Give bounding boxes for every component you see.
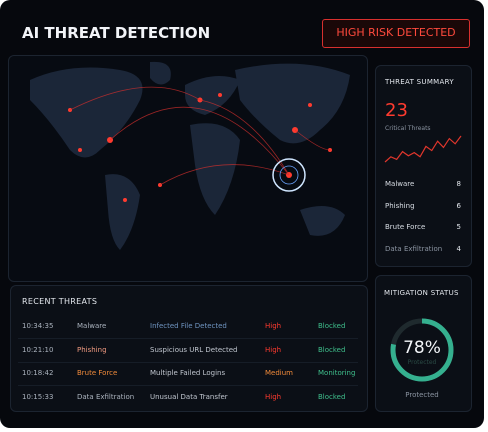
mitigation-caption: Protected xyxy=(405,391,439,399)
type: Data Exfiltration xyxy=(77,392,135,401)
threat-type: Brute Force xyxy=(385,223,426,231)
description: Infected File Detected xyxy=(150,322,227,330)
status: Blocked xyxy=(318,345,346,354)
summary-title: THREAT SUMMARY xyxy=(385,78,454,86)
severity: High xyxy=(265,392,282,401)
threat-count: 6 xyxy=(456,201,461,210)
type: Malware xyxy=(77,322,107,330)
threat-type: Phishing xyxy=(385,201,415,210)
severity: Medium xyxy=(265,369,293,377)
mitigation-sub-label: Protected xyxy=(407,359,437,366)
threat-count: 8 xyxy=(456,180,461,188)
summary-count: 23 xyxy=(385,100,408,121)
time: 10:21:10 xyxy=(22,345,54,354)
severity: High xyxy=(265,322,282,330)
recent-title: RECENT THREATS xyxy=(22,297,98,306)
threat-type: Data Exfiltration xyxy=(385,244,443,253)
severity: High xyxy=(265,345,282,354)
summary-panel xyxy=(375,65,472,267)
description: Multiple Failed Logins xyxy=(150,369,226,377)
status: Blocked xyxy=(318,392,346,401)
target-ring xyxy=(279,165,299,185)
description: Unusual Data Transfer xyxy=(150,392,228,401)
ring-progress xyxy=(390,318,454,382)
summary-count-label: Critical Threats xyxy=(385,125,431,132)
time: 10:15:33 xyxy=(22,392,54,401)
threat-count: 4 xyxy=(456,244,461,253)
alert-text: HIGH RISK DETECTED xyxy=(336,26,456,39)
alert-box[interactable] xyxy=(322,19,470,48)
description: Suspicious URL Detected xyxy=(150,345,238,354)
type: Brute Force xyxy=(77,369,118,377)
title: AI THREAT DETECTION xyxy=(22,24,211,42)
status: Blocked xyxy=(318,322,346,330)
status: Monitoring xyxy=(318,369,356,377)
recent-panel xyxy=(10,285,368,412)
time: 10:18:42 xyxy=(22,369,54,377)
type: Phishing xyxy=(77,345,107,354)
mitigation-title: MITIGATION STATUS xyxy=(384,289,459,297)
mitigation-value: 78% xyxy=(403,338,441,358)
row-divider xyxy=(18,361,358,363)
threat-count: 5 xyxy=(456,223,461,231)
row-divider xyxy=(18,385,358,386)
row-divider xyxy=(18,338,358,339)
time: 10:34:35 xyxy=(22,322,54,330)
mitigation-panel xyxy=(375,275,472,412)
threat-type: Malware xyxy=(385,180,415,188)
trend-line xyxy=(384,135,462,163)
continents xyxy=(30,61,350,250)
target-ring xyxy=(272,158,306,192)
